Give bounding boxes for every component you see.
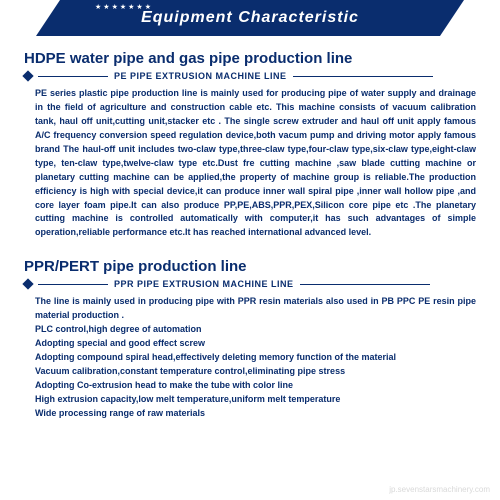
subtitle-text: PE PIPE EXTRUSION MACHINE LINE	[114, 71, 287, 81]
watermark-text: jp.sevenstarsmachinery.com	[389, 485, 490, 494]
divider-line	[293, 76, 433, 77]
diamond-icon	[22, 70, 33, 81]
section-hdpe: HDPE water pipe and gas pipe production …	[24, 50, 476, 240]
section-title: HDPE water pipe and gas pipe production …	[24, 50, 476, 67]
header-banner: ★★★★ ★★★ Equipment Characteristic	[0, 0, 500, 36]
divider-line	[300, 284, 430, 285]
section-title: PPR/PERT pipe production line	[24, 258, 476, 275]
subtitle-row: PE PIPE EXTRUSION MACHINE LINE	[24, 71, 476, 81]
feature-item: High extrusion capacity,low melt tempera…	[24, 393, 476, 407]
feature-item: Adopting special and good effect screw	[24, 337, 476, 351]
divider-line	[38, 76, 108, 77]
content-area: HDPE water pipe and gas pipe production …	[0, 36, 500, 421]
section-ppr: PPR/PERT pipe production line PPR PIPE E…	[24, 258, 476, 420]
diamond-icon	[22, 279, 33, 290]
feature-item: PLC control,high degree of automation	[24, 323, 476, 337]
divider-line	[38, 284, 108, 285]
feature-item: Adopting Co-extrusion head to make the t…	[24, 379, 476, 393]
lead-paragraph: The line is mainly used in producing pip…	[24, 295, 476, 323]
feature-item: Adopting compound spiral head,effectivel…	[24, 351, 476, 365]
feature-list: PLC control,high degree of automationAdo…	[24, 323, 476, 421]
banner-title: Equipment Characteristic	[141, 9, 359, 27]
subtitle-text: PPR PIPE EXTRUSION MACHINE LINE	[114, 279, 294, 289]
body-paragraph: PE series plastic pipe production line i…	[24, 87, 476, 240]
feature-item: Vacuum calibration,constant temperature …	[24, 365, 476, 379]
feature-item: Wide processing range of raw materials	[24, 407, 476, 421]
subtitle-row: PPR PIPE EXTRUSION MACHINE LINE	[24, 279, 476, 289]
